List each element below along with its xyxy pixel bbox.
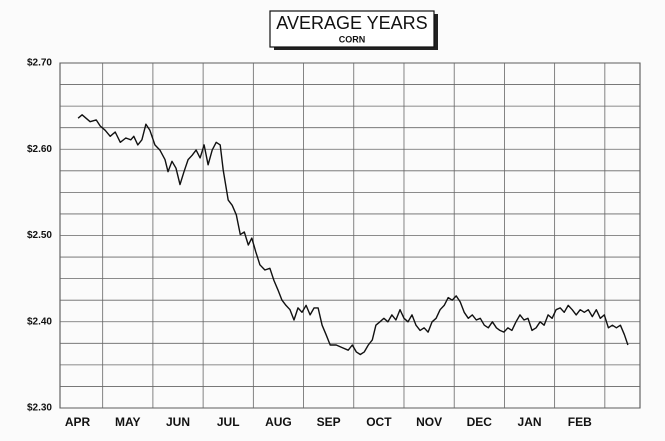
x-tick-label: JAN <box>518 415 542 429</box>
chart-subtitle: CORN <box>339 34 366 44</box>
y-tick-label: $2.30 <box>27 403 52 414</box>
x-tick-label: JUL <box>217 415 240 429</box>
x-tick-label: OCT <box>366 415 392 429</box>
x-tick-label: SEP <box>317 415 341 429</box>
title-box <box>269 10 435 48</box>
chart-title: AVERAGE YEARS <box>276 13 427 33</box>
x-tick-label: APR <box>65 415 91 429</box>
x-tick-label: FEB <box>568 415 592 429</box>
y-tick-label: $2.40 <box>27 316 52 327</box>
x-tick-label: JUN <box>166 415 190 429</box>
x-tick-label: NOV <box>416 415 442 429</box>
x-tick-label: MAY <box>115 415 141 429</box>
y-tick-label: $2.70 <box>27 58 52 69</box>
x-tick-label: DEC <box>467 415 493 429</box>
y-tick-label: $2.60 <box>27 144 52 155</box>
price-line <box>77 114 629 356</box>
x-tick-label: AUG <box>265 415 292 429</box>
y-tick-label: $2.50 <box>27 230 52 241</box>
